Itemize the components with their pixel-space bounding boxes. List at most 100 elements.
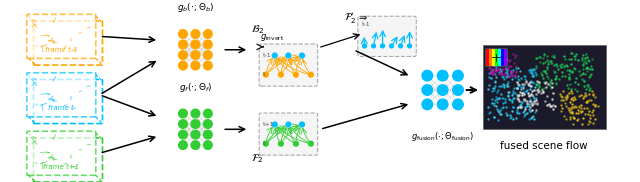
Circle shape — [390, 44, 394, 48]
FancyBboxPatch shape — [27, 73, 96, 117]
Circle shape — [204, 61, 212, 70]
Point — [500, 101, 510, 104]
Point — [574, 69, 584, 72]
Circle shape — [204, 109, 212, 118]
Point — [495, 109, 505, 112]
Point — [522, 101, 532, 104]
Point — [494, 96, 504, 99]
Point — [501, 112, 511, 115]
Point — [487, 68, 497, 71]
Point — [526, 81, 536, 84]
Point — [512, 112, 522, 115]
Point — [490, 61, 500, 64]
Point — [493, 96, 504, 99]
Point — [542, 68, 552, 71]
Point — [511, 70, 521, 72]
Point — [564, 83, 575, 86]
Point — [574, 106, 584, 109]
Point — [512, 96, 522, 99]
Text: t-1: t-1 — [362, 22, 371, 27]
Point — [565, 111, 575, 114]
Circle shape — [179, 40, 188, 49]
Point — [511, 116, 522, 119]
Point — [545, 59, 556, 62]
Point — [518, 111, 529, 114]
Point — [525, 79, 536, 82]
Point — [504, 60, 514, 63]
Point — [549, 64, 559, 66]
Point — [522, 112, 532, 115]
Point — [567, 103, 577, 106]
Point — [529, 85, 540, 88]
Point — [513, 94, 523, 97]
Point — [514, 100, 524, 102]
Point — [484, 110, 495, 113]
Point — [525, 80, 535, 83]
Point — [495, 113, 506, 116]
Point — [528, 103, 538, 106]
Point — [488, 86, 499, 89]
Point — [575, 74, 586, 77]
Point — [531, 108, 541, 111]
Point — [577, 72, 587, 75]
Point — [516, 106, 527, 108]
Point — [531, 97, 541, 100]
FancyBboxPatch shape — [27, 14, 96, 58]
Point — [564, 57, 574, 60]
Point — [561, 63, 571, 66]
Point — [542, 66, 552, 69]
Point — [542, 74, 552, 77]
Point — [539, 87, 549, 90]
Circle shape — [422, 70, 433, 81]
Point — [532, 56, 543, 59]
Point — [525, 100, 535, 103]
Point — [566, 52, 577, 55]
Point — [522, 105, 532, 108]
Point — [531, 67, 541, 70]
Point — [508, 96, 518, 99]
Point — [500, 54, 511, 57]
Circle shape — [204, 141, 212, 149]
Point — [534, 86, 544, 89]
Point — [562, 94, 572, 96]
Point — [551, 77, 561, 80]
Point — [535, 56, 545, 58]
Point — [503, 81, 513, 84]
Point — [527, 104, 537, 106]
Circle shape — [204, 40, 212, 49]
Point — [524, 69, 534, 72]
Point — [586, 64, 596, 67]
Point — [563, 68, 573, 71]
Point — [552, 65, 563, 68]
Point — [507, 100, 517, 103]
Point — [542, 95, 552, 98]
Point — [528, 73, 538, 76]
Point — [529, 99, 539, 102]
FancyBboxPatch shape — [259, 44, 317, 86]
Point — [578, 79, 588, 82]
Text: $\mathcal{F}_2^{\prime}$: $\mathcal{F}_2^{\prime}$ — [344, 11, 356, 26]
Point — [566, 63, 576, 66]
Point — [526, 68, 536, 71]
Point — [497, 107, 507, 110]
Point — [515, 91, 525, 94]
Point — [512, 107, 522, 110]
Point — [488, 101, 499, 104]
Point — [538, 90, 548, 92]
Point — [556, 95, 566, 98]
Point — [575, 109, 585, 112]
Point — [503, 94, 513, 97]
Point — [484, 71, 494, 74]
Point — [554, 78, 564, 81]
Point — [567, 110, 577, 113]
Point — [516, 76, 526, 79]
Point — [573, 118, 583, 121]
Point — [496, 70, 506, 72]
Point — [559, 55, 570, 58]
Point — [580, 62, 591, 64]
Point — [573, 109, 583, 112]
Point — [527, 74, 538, 77]
FancyBboxPatch shape — [358, 16, 416, 56]
Point — [573, 105, 584, 108]
Point — [567, 70, 577, 72]
